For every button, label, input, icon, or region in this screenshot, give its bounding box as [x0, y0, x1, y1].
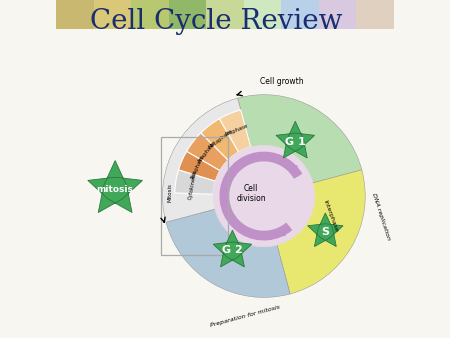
Wedge shape	[238, 95, 362, 196]
Wedge shape	[264, 170, 365, 294]
Text: Cell growth: Cell growth	[260, 77, 304, 86]
Bar	[281, 0, 319, 29]
Text: mitosis: mitosis	[97, 185, 134, 194]
Polygon shape	[308, 213, 343, 246]
Text: DNA replication: DNA replication	[370, 192, 391, 240]
Wedge shape	[187, 133, 228, 171]
Bar	[319, 0, 356, 29]
Bar	[131, 0, 169, 29]
Text: G 2: G 2	[222, 245, 243, 256]
Wedge shape	[201, 119, 239, 160]
Text: Cell Cycle Review: Cell Cycle Review	[90, 8, 342, 35]
Text: Mitosis: Mitosis	[167, 183, 172, 202]
Text: Preparation for mitosis: Preparation for mitosis	[210, 304, 281, 328]
Text: G 1: G 1	[285, 137, 306, 147]
Text: Interphase: Interphase	[323, 199, 339, 233]
Bar	[169, 0, 206, 29]
Bar	[56, 0, 94, 29]
Bar	[356, 0, 394, 29]
Text: Cell
division: Cell division	[236, 184, 266, 203]
Polygon shape	[88, 161, 143, 213]
Circle shape	[236, 168, 292, 224]
Wedge shape	[179, 151, 220, 181]
Text: Prophase: Prophase	[224, 123, 248, 137]
Bar	[244, 0, 281, 29]
Polygon shape	[276, 121, 315, 158]
Text: Cytokinesis: Cytokinesis	[188, 169, 198, 199]
Wedge shape	[162, 98, 264, 222]
Polygon shape	[213, 230, 252, 267]
Circle shape	[213, 145, 315, 247]
Bar	[161, 137, 229, 255]
Text: S: S	[321, 226, 329, 237]
Text: Anaphase: Anaphase	[197, 140, 217, 164]
Wedge shape	[166, 196, 290, 297]
Bar	[206, 0, 244, 29]
Wedge shape	[175, 170, 216, 194]
Bar	[94, 0, 131, 29]
Text: Metaphase: Metaphase	[207, 128, 233, 150]
Wedge shape	[219, 110, 251, 152]
Text: Telophase: Telophase	[190, 154, 206, 180]
Circle shape	[162, 95, 365, 297]
